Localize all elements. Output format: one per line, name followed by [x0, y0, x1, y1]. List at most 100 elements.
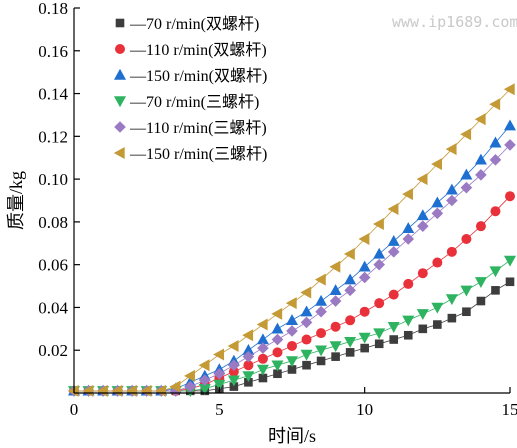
data-point — [462, 307, 471, 317]
watermark-text: www.ip1689.com — [392, 13, 517, 31]
legend-label: —70 r/min(三螺杆) — [129, 93, 259, 111]
x-axis-ticks: 0 5 10 15 — [70, 387, 517, 419]
data-point — [461, 234, 472, 244]
data-point — [301, 334, 312, 345]
data-point — [273, 369, 282, 379]
data-point — [387, 203, 399, 216]
legend-marker-triangle-up — [114, 68, 126, 80]
data-point — [474, 113, 486, 126]
data-point — [227, 339, 239, 352]
data-point — [373, 258, 385, 271]
data-point — [359, 306, 370, 317]
data-point — [285, 297, 297, 310]
data-point — [417, 268, 428, 279]
data-point — [504, 139, 516, 151]
data-point — [286, 325, 298, 337]
data-point — [271, 307, 283, 320]
legend-item: —70 r/min(双螺杆) — [115, 15, 259, 33]
data-point — [358, 260, 371, 272]
data-point — [229, 382, 239, 391]
data-point — [82, 384, 94, 397]
data-point — [184, 380, 197, 393]
series-150-r-min — [67, 83, 515, 397]
data-point — [417, 220, 429, 232]
data-point — [184, 369, 195, 382]
data-point — [300, 349, 313, 361]
axes-layer: 0 5 10 15 0.020.040.060.080.100.120.140.160… — [38, 0, 517, 419]
data-point — [242, 344, 255, 355]
data-point — [302, 360, 311, 370]
data-point — [329, 284, 342, 296]
data-point — [446, 246, 457, 257]
data-point — [198, 359, 210, 372]
data-point — [286, 314, 298, 325]
y-tick-label: 0.12 — [38, 127, 68, 146]
data-point — [474, 153, 487, 165]
data-point — [316, 356, 326, 366]
data-point — [416, 173, 428, 186]
data-point — [389, 335, 399, 344]
data-point — [345, 348, 355, 357]
data-point — [402, 233, 415, 245]
y-axis-label: 质量/kg — [6, 171, 26, 230]
data-point — [418, 324, 428, 334]
data-point — [287, 365, 297, 374]
data-point — [256, 318, 268, 331]
legend-marker-triangle-down — [114, 96, 126, 108]
data-point — [403, 278, 414, 289]
legend-item: —150 r/min(双螺杆) — [114, 67, 267, 85]
data-point — [431, 158, 443, 171]
data-point — [476, 296, 486, 306]
data-point — [475, 169, 487, 181]
data-point — [432, 257, 443, 268]
legend-item: —150 r/min(三螺杆) — [113, 145, 267, 163]
legend: —70 r/min(双螺杆) —110 r/min(双螺杆) —150 r/min(… — [113, 15, 267, 163]
legend-marker-circle — [115, 44, 125, 54]
data-point — [258, 373, 268, 383]
data-point — [213, 348, 225, 361]
data-point — [373, 328, 386, 340]
data-point — [460, 168, 473, 180]
data-point — [300, 286, 312, 299]
data-point — [287, 340, 297, 351]
data-point — [257, 353, 268, 364]
data-point — [316, 328, 327, 339]
data-point — [344, 336, 357, 348]
data-point — [271, 333, 284, 346]
y-tick-label: 0.10 — [38, 170, 68, 189]
data-point — [169, 385, 182, 397]
x-tick-label: 15 — [502, 400, 517, 419]
data-point — [199, 374, 211, 386]
y-tick-label: 0.04 — [38, 298, 68, 317]
data-point — [256, 364, 269, 376]
data-point — [402, 315, 415, 327]
data-point — [315, 345, 328, 357]
data-point — [244, 378, 253, 387]
data-point — [504, 255, 516, 267]
y-tick-label: 0.16 — [38, 42, 68, 61]
data-point — [242, 350, 255, 363]
data-point — [489, 154, 502, 166]
y-axis-ticks: 0.02 0.04 0.06 0.08 0.10 0.12 0.14 0.16 0.18 — [38, 0, 80, 360]
data-point — [431, 302, 444, 314]
data-point — [329, 260, 341, 273]
series-line — [74, 144, 511, 392]
data-point — [344, 284, 356, 297]
data-point — [445, 143, 457, 156]
legend-item: —110 r/min(三螺杆) — [114, 119, 267, 137]
data-point — [460, 285, 473, 297]
data-point — [503, 83, 515, 96]
data-point — [431, 207, 444, 220]
data-point — [433, 320, 442, 329]
data-point — [344, 273, 357, 285]
data-point — [446, 194, 458, 207]
data-point — [271, 360, 284, 372]
legend-label: —70 r/min(双螺杆) — [129, 15, 259, 33]
legend-label: —110 r/min(双螺杆) — [129, 41, 267, 59]
data-point — [358, 271, 371, 284]
data-point — [403, 330, 413, 340]
data-point — [460, 181, 473, 194]
x-tick-label: 10 — [356, 400, 373, 419]
data-point — [343, 247, 355, 260]
